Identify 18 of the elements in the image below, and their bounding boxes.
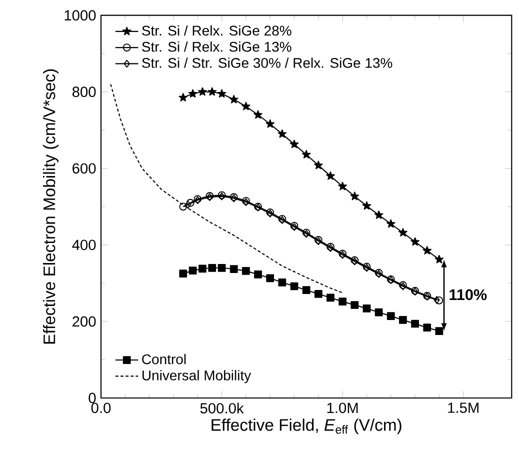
y-axis-title: Effective Electron Mobility (cm/V*sec) [42,69,59,344]
x-axis-title: Effective Field, E$_{eff}$ (V/cm) [212,418,402,434]
legend-label: Universal Mobility [142,370,252,384]
x-tick-label: 1.0M [327,402,358,414]
legend-label: Str. Si / Relx. SiGe 28% [142,25,292,36]
annotation: 110% [450,289,487,300]
y-tick-label: 600 [72,163,96,174]
y-tick-label: 400 [72,240,96,250]
legend-label: Str. Si / Str. SiGe 30% / Relx. SiGe 13% [142,58,392,68]
y-tick-label: 0 [88,392,96,404]
x-tick-label: 0.0 [91,402,111,414]
y-tick-label: 800 [72,86,96,98]
x-tick-label: 500.0k [200,402,244,414]
y-tick-label: 200 [72,316,96,327]
legend-label: Str. Si / Relx. SiGe 13% [142,41,292,52]
legend-label: Control [142,354,186,364]
x-tick-label: 1.5M [448,402,478,413]
y-tick-label: 1000 [64,10,96,21]
